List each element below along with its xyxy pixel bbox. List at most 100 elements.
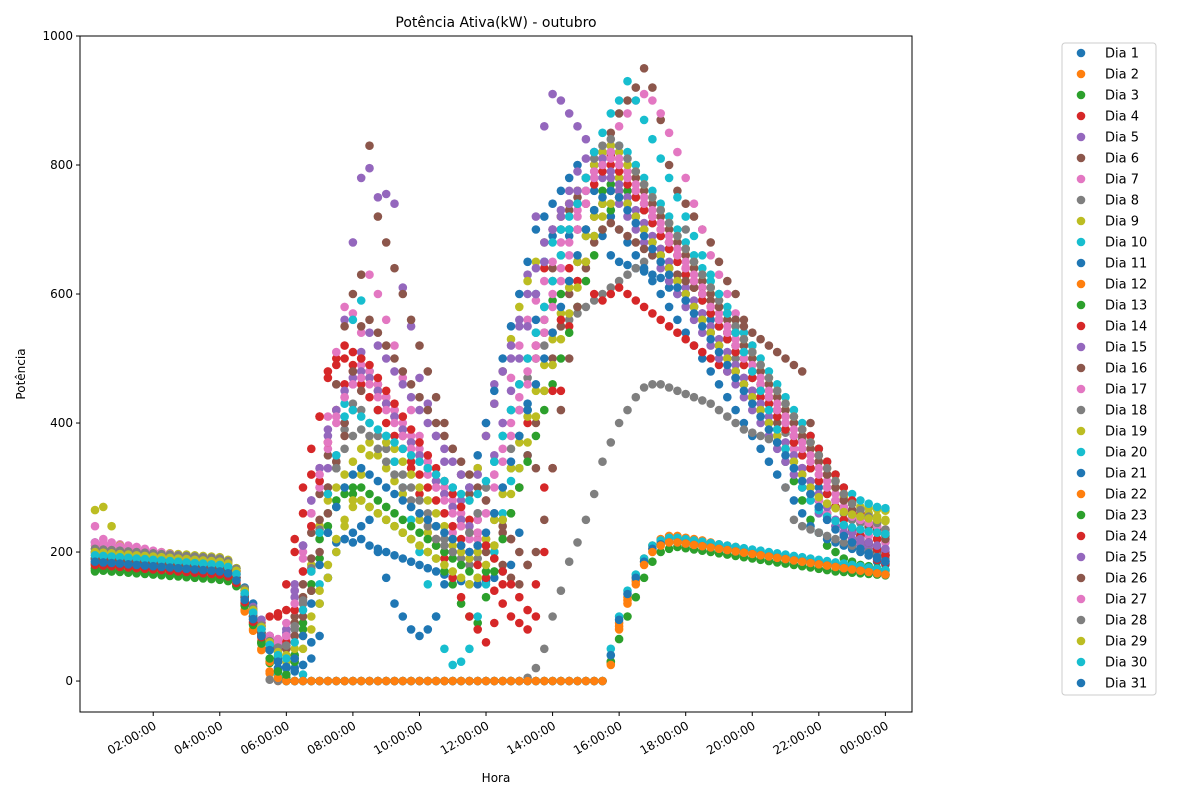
data-point: [789, 425, 799, 434]
data-point: [481, 483, 491, 492]
data-point: [265, 612, 275, 621]
data-point: [764, 425, 774, 434]
data-point: [781, 418, 790, 428]
data-point: [531, 328, 541, 338]
data-point: [847, 565, 857, 574]
data-point: [781, 554, 790, 564]
data-point: [814, 560, 824, 569]
legend-marker: [1076, 531, 1086, 541]
data-point: [423, 625, 433, 634]
data-point: [714, 309, 724, 318]
data-point: [332, 405, 341, 415]
data-point: [356, 444, 366, 454]
data-point: [664, 276, 674, 286]
data-point: [664, 263, 674, 273]
data-point: [656, 154, 665, 163]
data-point: [872, 541, 882, 550]
data-point: [398, 283, 408, 292]
data-point: [431, 483, 441, 492]
data-point: [556, 238, 566, 247]
data-point: [739, 548, 749, 557]
data-point: [656, 273, 665, 283]
legend-label: Dia 21: [1105, 467, 1147, 482]
data-point: [673, 276, 682, 286]
data-point: [772, 405, 782, 415]
data-point: [456, 599, 466, 608]
data-point: [431, 534, 441, 544]
data-point: [282, 580, 291, 589]
data-point: [340, 302, 349, 312]
data-point: [473, 451, 483, 460]
data-point: [490, 547, 499, 557]
data-point: [731, 380, 740, 389]
data-point: [423, 483, 433, 492]
data-point: [115, 559, 125, 568]
data-point: [872, 528, 882, 537]
data-point: [648, 83, 657, 92]
data-point: [315, 586, 324, 595]
data-point: [323, 489, 333, 499]
data-point: [415, 547, 424, 557]
data-point: [673, 147, 682, 157]
data-point: [648, 212, 657, 221]
data-point: [639, 199, 649, 208]
data-point: [698, 354, 707, 363]
data-point: [748, 360, 757, 370]
data-point: [706, 399, 715, 409]
data-point: [390, 509, 399, 518]
data-point: [656, 263, 665, 273]
data-point: [515, 354, 524, 363]
series-24: [90, 160, 890, 654]
data-point: [806, 525, 815, 534]
data-point: [698, 263, 707, 273]
data-point: [423, 534, 433, 544]
data-point: [340, 322, 349, 331]
data-point: [381, 354, 391, 363]
data-point: [356, 534, 366, 544]
data-point: [656, 212, 665, 221]
data-point: [448, 528, 458, 537]
data-point: [365, 328, 374, 338]
data-point: [606, 167, 616, 176]
data-point: [398, 425, 408, 434]
data-point: [614, 418, 624, 428]
data-point: [356, 496, 366, 505]
data-point: [648, 134, 657, 144]
data-point: [531, 463, 541, 473]
data-point: [298, 660, 308, 670]
data-point: [498, 509, 508, 518]
data-point: [323, 412, 333, 421]
data-point: [315, 489, 324, 499]
data-point: [107, 521, 116, 531]
data-point: [373, 405, 383, 415]
data-point: [323, 509, 333, 518]
data-point: [440, 554, 449, 563]
data-point: [831, 534, 840, 544]
data-point: [681, 283, 690, 292]
data-point: [390, 418, 399, 428]
data-point: [606, 147, 616, 157]
data-point: [564, 263, 574, 273]
data-point: [839, 531, 849, 541]
data-point: [356, 347, 366, 357]
data-point: [540, 328, 549, 338]
data-point: [515, 341, 524, 350]
data-point: [307, 521, 316, 531]
data-point: [673, 251, 682, 260]
data-point: [307, 612, 316, 621]
data-point: [731, 289, 740, 299]
data-point: [531, 257, 541, 267]
legend-marker: [1076, 678, 1086, 688]
data-point: [831, 483, 840, 492]
data-point: [631, 218, 641, 228]
data-point: [573, 193, 582, 202]
data-point: [207, 560, 216, 569]
data-point: [814, 444, 824, 454]
data-point: [772, 444, 782, 454]
data-point: [307, 580, 316, 589]
legend-label: Dia 12: [1105, 278, 1147, 293]
data-point: [656, 257, 665, 267]
data-point: [481, 580, 491, 589]
data-point: [789, 515, 799, 525]
data-point: [656, 251, 665, 260]
